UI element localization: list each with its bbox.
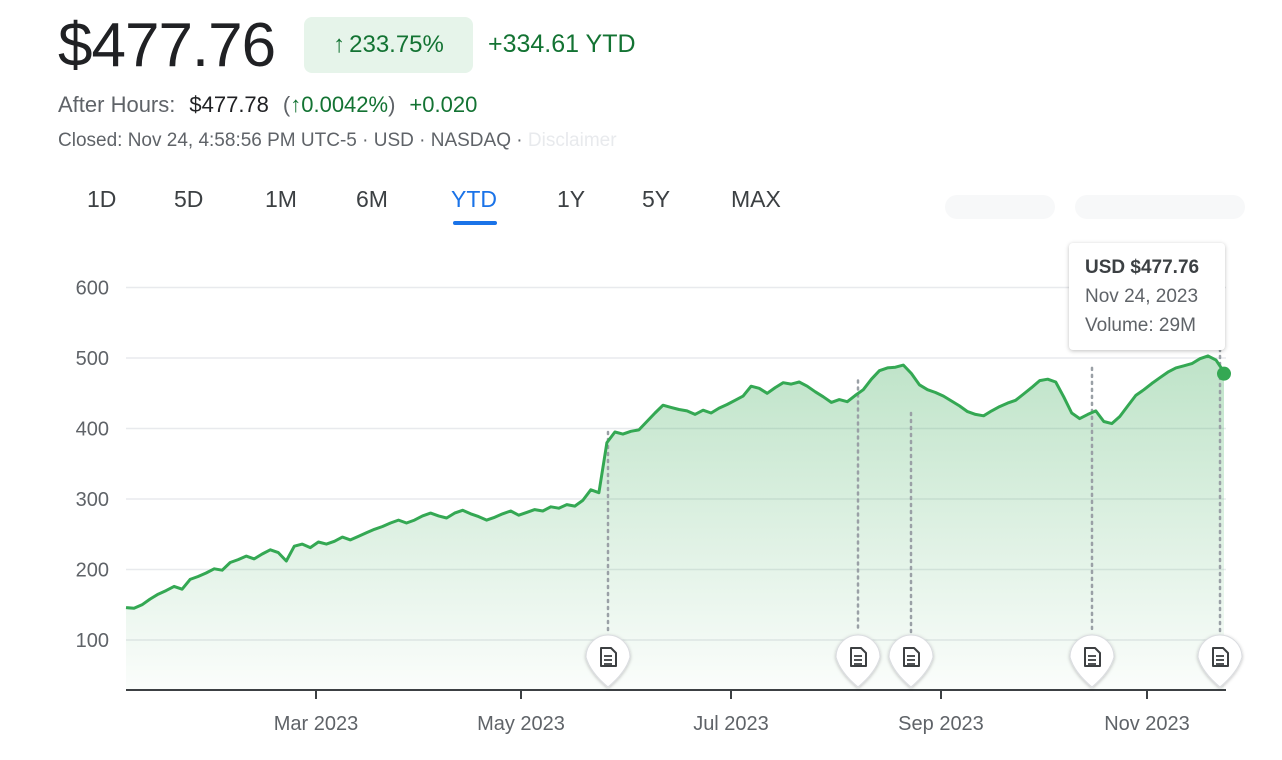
document-icon (600, 647, 617, 667)
closed-info: Closed: Nov 24, 4:58:56 PM UTC-5 · USD ·… (58, 130, 523, 151)
current-price: $477.76 (58, 11, 276, 80)
earnings-marker[interactable] (585, 634, 631, 688)
marker-pin (888, 634, 934, 688)
tab-5y[interactable]: 5Y (642, 186, 671, 212)
faded-control (1075, 195, 1245, 219)
ytd-change-percent: 233.75% (349, 31, 444, 58)
earnings-markers (585, 634, 1243, 688)
up-arrow-icon: ↑ (333, 31, 346, 58)
after-hours-label: After Hours: (58, 92, 176, 117)
tab-max[interactable]: MAX (731, 186, 781, 212)
ytd-change-percent-badge: ↑ 233.75% (304, 17, 473, 73)
tab-6m[interactable]: 6M (356, 186, 388, 212)
after-hours-price: $477.78 (189, 92, 269, 117)
y-tick-label: 200 (76, 560, 109, 582)
tooltip-price: USD $477.76 (1085, 257, 1200, 278)
y-tick-label: 600 (76, 278, 109, 300)
range-tabs: 1D 5D 1M 6M YTD 1Y 5Y MAX (0, 186, 900, 230)
active-tab-indicator (453, 221, 497, 225)
x-tick-label: Mar 2023 (274, 713, 359, 735)
up-arrow-icon: ↑ (290, 92, 302, 117)
x-tick-label: Jul 2023 (693, 713, 769, 735)
tooltip-date: Nov 24, 2023 (1085, 286, 1199, 307)
last-price-dot (1217, 366, 1231, 381)
disclaimer-link[interactable]: Disclaimer (527, 130, 617, 151)
earnings-marker[interactable] (888, 634, 934, 688)
after-hours-open-paren: ( (282, 92, 291, 117)
x-tick-label: May 2023 (477, 713, 565, 735)
ytd-change-amount: +334.61 YTD (488, 30, 636, 58)
y-axis-labels: 100 200 300 400 500 600 (76, 278, 109, 653)
tab-1y[interactable]: 1Y (557, 186, 586, 212)
faded-control (945, 195, 1055, 219)
price-line (125, 354, 1226, 610)
earnings-marker[interactable] (1069, 634, 1115, 688)
tab-1m[interactable]: 1M (265, 186, 297, 212)
after-hours-change: +0.020 (409, 92, 478, 117)
document-icon (1084, 647, 1101, 667)
hover-tooltip: USD $477.76 Nov 24, 2023 Volume: 29M (1069, 243, 1225, 350)
after-hours-close-paren: ) (388, 92, 396, 117)
y-tick-label: 400 (76, 419, 109, 441)
document-icon (903, 647, 920, 667)
tab-1d[interactable]: 1D (87, 186, 117, 212)
tooltip-volume: Volume: 29M (1085, 315, 1196, 336)
after-hours-row: After Hours: $477.78 ( ↑ 0.0042% ) +0.02… (58, 92, 477, 118)
marker-pin (585, 634, 631, 688)
tab-ytd[interactable]: YTD (451, 186, 497, 212)
marker-pin (1197, 634, 1243, 688)
y-tick-label: 500 (76, 348, 109, 370)
x-axis-labels: Mar 2023 May 2023 Jul 2023 Sep 2023 Nov 2023 (274, 690, 1190, 735)
document-icon (1212, 647, 1229, 667)
after-hours-percent: 0.0042% (301, 92, 389, 117)
y-tick-label: 100 (76, 630, 109, 652)
tab-5d[interactable]: 5D (174, 186, 204, 212)
price-area-fill (126, 355, 1224, 690)
earnings-marker[interactable] (835, 634, 881, 688)
x-tick-label: Sep 2023 (898, 713, 984, 735)
marker-pin (1069, 634, 1115, 688)
document-icon (850, 647, 867, 667)
earnings-marker[interactable] (1197, 634, 1243, 688)
market-status-line: Closed: Nov 24, 4:58:56 PM UTC-5 · USD ·… (58, 130, 617, 152)
y-tick-label: 300 (76, 489, 109, 511)
x-tick-label: Nov 2023 (1104, 713, 1190, 735)
marker-pin (835, 634, 881, 688)
